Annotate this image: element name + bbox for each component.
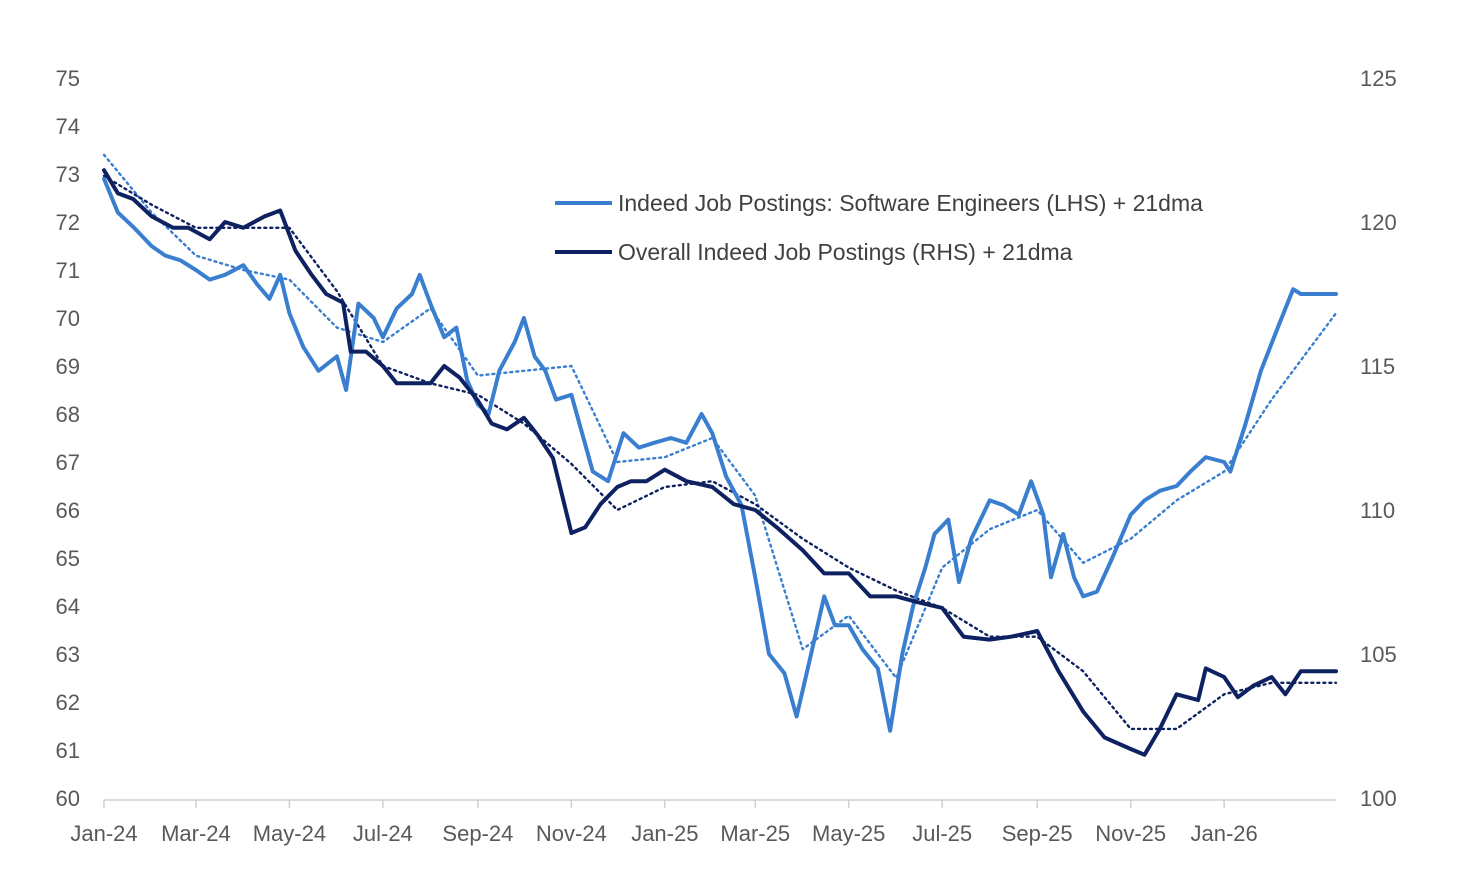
x-tick-label: Mar-25 xyxy=(720,821,790,846)
left-tick-label: 74 xyxy=(56,114,80,139)
left-tick-label: 72 xyxy=(56,210,80,235)
legend-label-software-engineers: Indeed Job Postings: Software Engineers … xyxy=(618,190,1203,216)
left-tick-label: 60 xyxy=(56,786,80,811)
left-tick-label: 64 xyxy=(56,594,80,619)
left-tick-label: 71 xyxy=(56,258,80,283)
series-line-software-engineers xyxy=(102,176,1338,733)
legend-item-overall-postings: Overall Indeed Job Postings (RHS) + 21dm… xyxy=(555,239,1073,265)
x-tick-label: Sep-25 xyxy=(1002,821,1073,846)
series-line-overall-postings xyxy=(102,168,1338,757)
x-tick-label: Jan-24 xyxy=(70,821,137,846)
left-tick-label: 61 xyxy=(56,738,80,763)
right-tick-label: 110 xyxy=(1360,498,1395,523)
left-tick-label: 62 xyxy=(56,690,80,715)
right-tick-label: 125 xyxy=(1360,66,1397,91)
left-tick-label: 63 xyxy=(56,642,80,667)
x-tick-label: Sep-24 xyxy=(442,821,513,846)
legend-item-software-engineers: Indeed Job Postings: Software Engineers … xyxy=(555,190,1203,216)
left-tick-label: 67 xyxy=(56,450,80,475)
x-tick-label: Nov-24 xyxy=(536,821,607,846)
left-tick-label: 66 xyxy=(56,498,80,523)
left-tick-label: 69 xyxy=(56,354,80,379)
left-tick-label: 75 xyxy=(56,66,80,91)
plot-area xyxy=(102,153,1338,757)
x-tick-label: Jan-25 xyxy=(631,821,698,846)
right-tick-label: 105 xyxy=(1360,642,1397,667)
right-tick-label: 100 xyxy=(1360,786,1397,811)
right-tick-label: 115 xyxy=(1360,354,1395,379)
right-tick-label: 120 xyxy=(1360,210,1397,235)
left-y-axis: 60 61 62 63 64 65 66 67 68 69 70 71 72 73 74 75 xyxy=(56,66,80,811)
left-tick-label: 65 xyxy=(56,546,80,571)
left-tick-label: 68 xyxy=(56,402,80,427)
x-tick-label: Jan-26 xyxy=(1190,821,1257,846)
right-y-axis: 100 105 110 115 120 125 xyxy=(1360,66,1397,811)
x-tick-label: May-25 xyxy=(812,821,885,846)
x-tick-label: Mar-24 xyxy=(161,821,231,846)
x-tick-label: Jul-24 xyxy=(353,821,413,846)
left-tick-label: 70 xyxy=(56,306,80,331)
x-axis: Jan-24 Mar-24 May-24 Jul-24 Sep-24 Nov-24 Jan-… xyxy=(70,799,1336,846)
x-tick-label: Nov-25 xyxy=(1095,821,1166,846)
x-tick-label: Jul-25 xyxy=(912,821,972,846)
legend-label-overall-postings: Overall Indeed Job Postings (RHS) + 21dm… xyxy=(618,239,1073,265)
x-tick-label: May-24 xyxy=(253,821,326,846)
left-tick-label: 73 xyxy=(56,162,80,187)
legend: Indeed Job Postings: Software Engineers … xyxy=(555,190,1203,265)
